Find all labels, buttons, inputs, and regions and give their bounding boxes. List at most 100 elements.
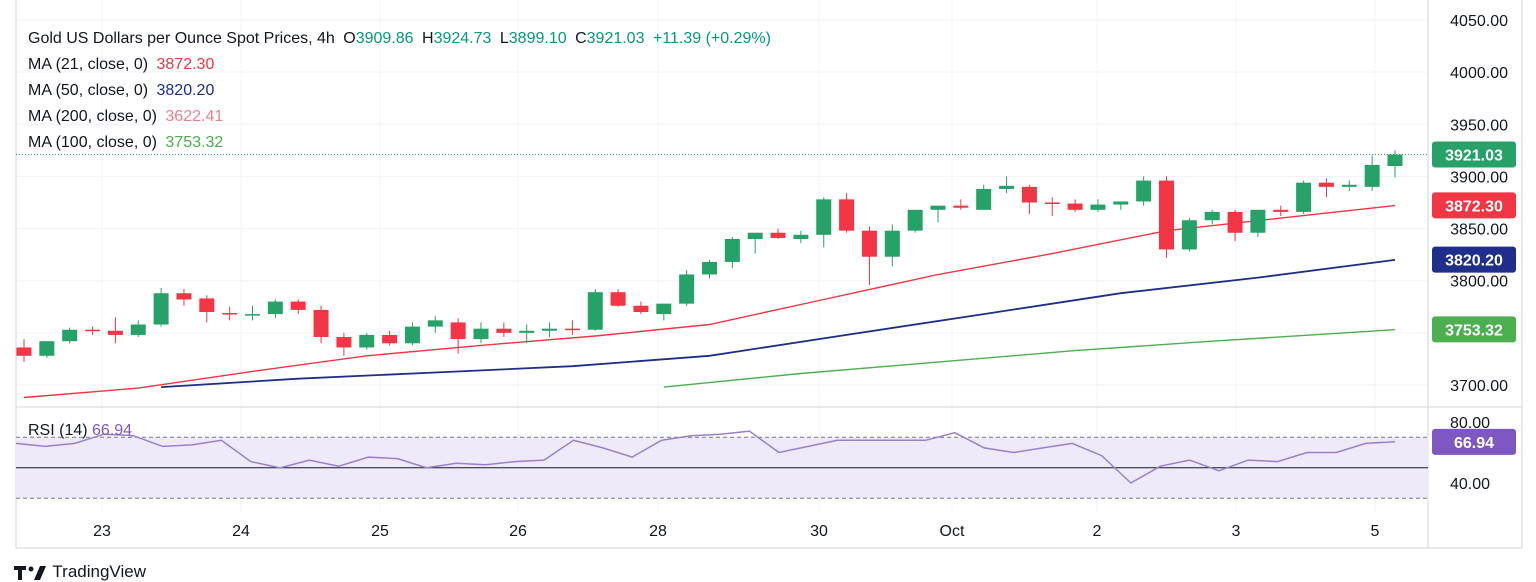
time-axis[interactable]: 23 24 25 26 28 30 Oct 2 3 5: [93, 523, 1379, 540]
candle-body: [519, 330, 535, 333]
ma100-legend[interactable]: MA (100, close, 0) 3753.32: [28, 134, 227, 152]
price-badge-bg: [1432, 192, 1516, 219]
candle-body: [245, 314, 260, 316]
candle: [656, 303, 672, 321]
candle: [245, 305, 260, 321]
candle-body: [564, 328, 580, 331]
candle-body: [427, 320, 443, 327]
price-badge: 3921.03: [1432, 141, 1516, 168]
candle: [1227, 209, 1243, 242]
candle: [473, 322, 489, 344]
price-tick-label: 3850.00: [1450, 222, 1508, 239]
candle-body: [907, 209, 923, 231]
time-tick-label: 3: [1232, 523, 1241, 540]
time-tick-label: 28: [649, 523, 667, 540]
price-badge-value: 3820.20: [1445, 253, 1503, 270]
tradingview-logo[interactable]: TradingView: [14, 562, 146, 582]
candle: [1181, 218, 1197, 252]
candle-body: [199, 298, 215, 312]
ma21-label: MA (21, close, 0): [28, 56, 149, 73]
price-tick-label: 4050.00: [1450, 13, 1508, 30]
price-tick-label: 3900.00: [1450, 169, 1508, 186]
candle: [907, 209, 923, 233]
rsi-legend[interactable]: RSI (14) 66.94: [28, 422, 132, 440]
candle: [336, 332, 352, 356]
high-label: H: [422, 30, 434, 47]
candle: [1296, 180, 1312, 214]
candle-body: [153, 293, 169, 325]
candle-body: [884, 230, 900, 257]
rsi-panel: [15, 430, 1428, 499]
candle-body: [1067, 203, 1083, 210]
candle-body: [587, 292, 603, 330]
candle-body: [816, 199, 832, 235]
candle-body: [382, 334, 398, 344]
price-axis[interactable]: 4050.00 4000.00 3950.00 3900.00 3850.00 3800.…: [1450, 13, 1508, 493]
candle-body: [404, 326, 420, 344]
candle-body: [313, 309, 329, 338]
high-value: 3924.73: [433, 30, 492, 47]
candle: [610, 289, 626, 307]
candle: [313, 305, 329, 344]
candle: [359, 332, 375, 350]
ma50-legend[interactable]: MA (50, close, 0) 3820.20: [28, 82, 218, 100]
candle-body: [1021, 186, 1037, 203]
candle: [702, 259, 717, 279]
ma200-legend[interactable]: MA (200, close, 0) 3622.41: [28, 108, 227, 126]
candle-body: [656, 303, 672, 315]
candle: [222, 306, 238, 321]
time-tick-label: 5: [1371, 523, 1380, 540]
grid-lines: [15, 0, 1523, 549]
ma21-value: 3872.30: [156, 56, 215, 73]
rsi-label: RSI (14): [28, 422, 88, 439]
ma21-legend[interactable]: MA (21, close, 0) 3872.30: [28, 56, 218, 74]
candle-body: [999, 185, 1015, 189]
candle-body: [222, 313, 238, 315]
candle: [633, 301, 649, 315]
candle: [542, 322, 558, 338]
tradingview-logo-icon: [14, 565, 46, 580]
candle-body: [747, 232, 763, 239]
candle-body: [770, 232, 786, 238]
price-badge: 3820.20: [1432, 246, 1516, 273]
candle: [1341, 180, 1357, 192]
price-badge: 3872.30: [1432, 192, 1516, 219]
candle: [587, 289, 603, 331]
time-tick-label: 23: [93, 523, 111, 540]
candle-body: [290, 301, 306, 310]
candle: [1090, 199, 1106, 212]
candle: [1250, 209, 1266, 237]
candle: [1273, 205, 1289, 217]
candle: [976, 184, 992, 210]
low-label: L: [499, 30, 509, 47]
candle: [999, 176, 1015, 194]
ma100-line: [663, 329, 1396, 388]
price-badge-bg: [1432, 246, 1516, 273]
candle-body: [1136, 180, 1152, 202]
candle: [679, 270, 695, 306]
candle-body: [359, 334, 375, 348]
candle: [519, 324, 535, 344]
candle: [724, 236, 740, 269]
candlestick-series[interactable]: [16, 150, 1403, 363]
candle-body: [633, 305, 649, 312]
candle-body: [450, 322, 466, 340]
candle-body: [861, 230, 877, 257]
close-label: C: [575, 30, 587, 47]
candle: [62, 327, 78, 344]
candle: [839, 193, 855, 233]
candle: [382, 330, 398, 346]
price-tick-label: 3800.00: [1450, 274, 1508, 291]
candle-body: [1159, 180, 1174, 250]
close-value: 3921.03: [586, 30, 645, 47]
candle: [153, 288, 169, 327]
candle: [884, 224, 900, 267]
candle: [39, 341, 55, 358]
ma200-value: 3622.41: [165, 108, 224, 125]
candle: [1044, 197, 1060, 217]
price-tick-label: 3700.00: [1450, 378, 1508, 395]
candle: [427, 316, 443, 333]
candle-body: [1273, 209, 1289, 212]
candle: [130, 320, 146, 338]
